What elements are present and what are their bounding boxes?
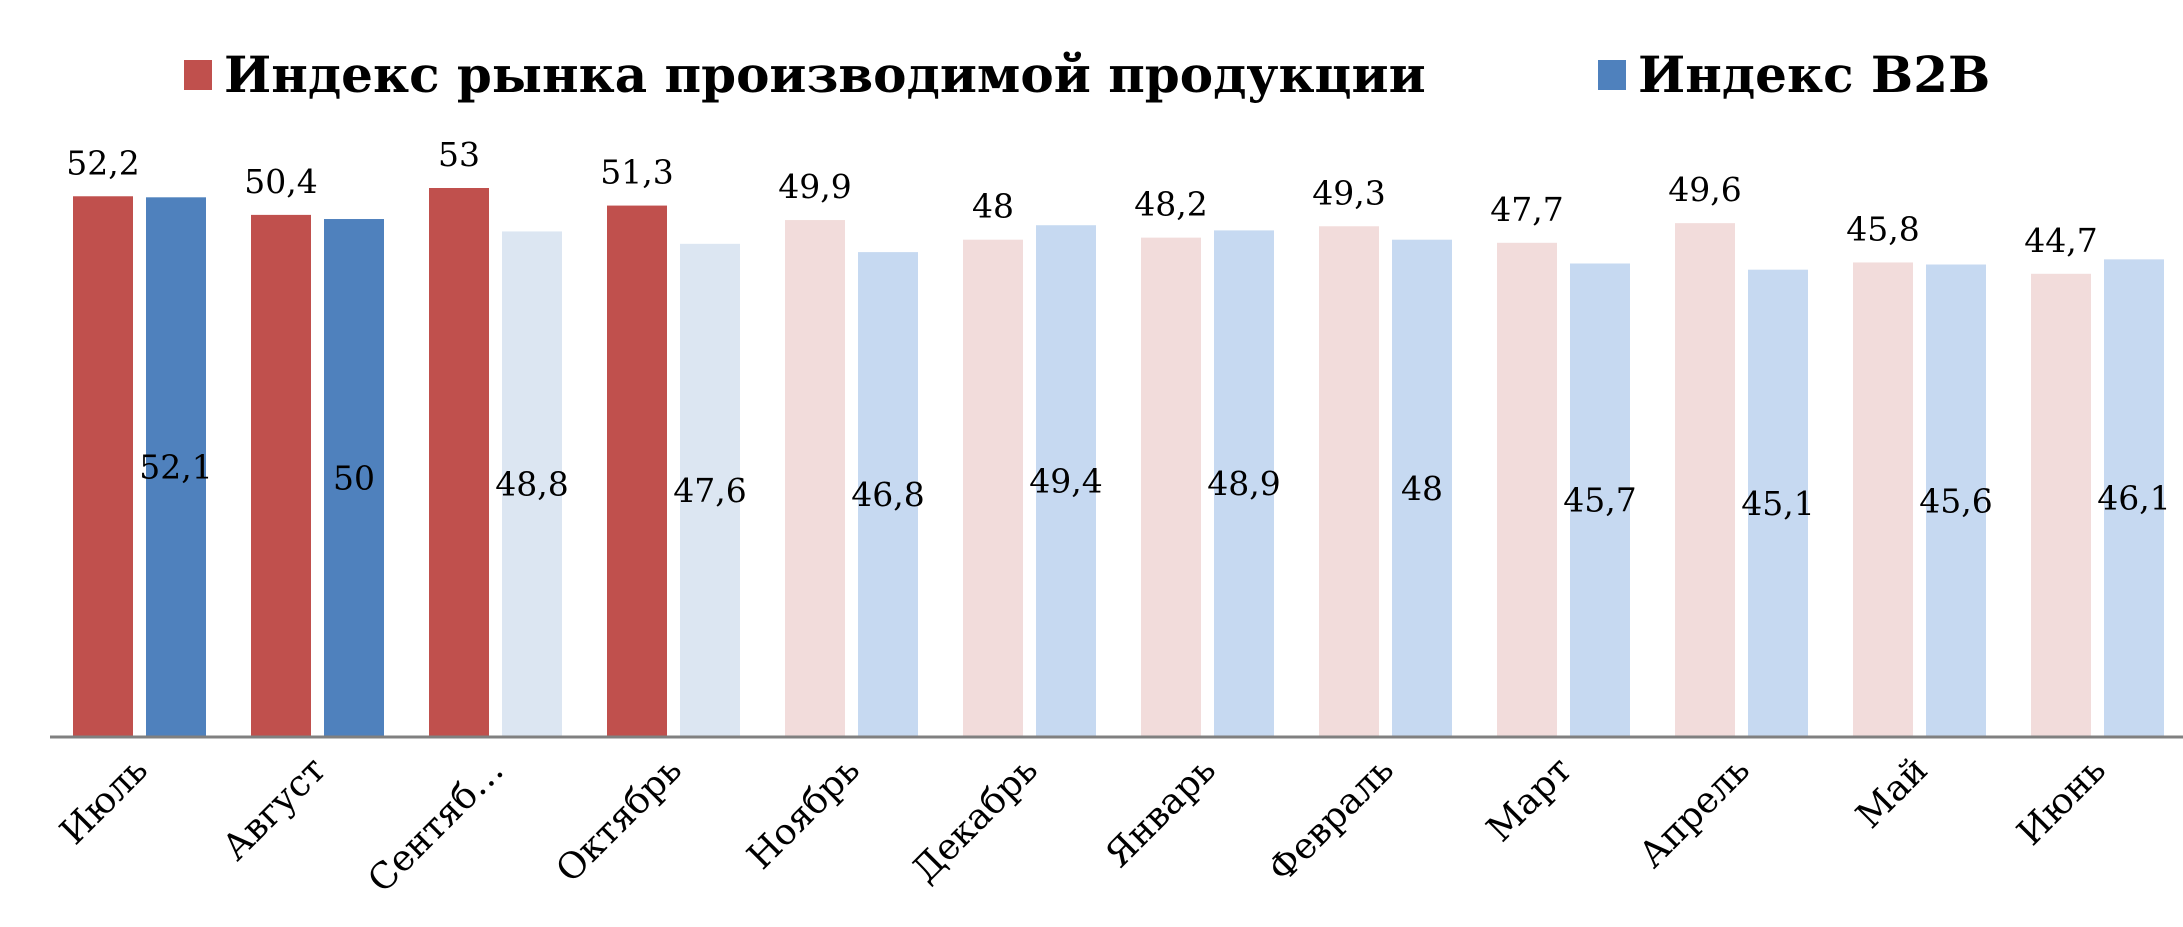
bar-series-2-2 xyxy=(324,219,384,737)
bar-series-1-1 xyxy=(73,196,133,736)
x-tick-label-2: Август xyxy=(215,749,334,868)
x-tick-label-4: Октябрь xyxy=(548,749,689,890)
bar-series-2-11 xyxy=(1926,264,1986,736)
legend: Индекс рынка производимой продукции Инде… xyxy=(184,45,1990,104)
bar-series-2-8 xyxy=(1392,239,1452,736)
bar-series-2-9 xyxy=(1570,263,1630,736)
data-label-series-1-6: 48 xyxy=(972,187,1014,226)
bar-series-1-8 xyxy=(1319,226,1379,737)
data-label-series-1-4: 51,3 xyxy=(600,153,673,192)
x-tick-label-11: Май xyxy=(1849,749,1936,836)
data-label-series-2-5: 46,8 xyxy=(851,475,924,514)
x-tick-label-5: Ноябрь xyxy=(740,749,868,877)
data-label-series-2-3: 48,8 xyxy=(495,465,568,504)
data-label-series-1-5: 49,9 xyxy=(778,167,851,206)
data-label-series-2-1: 52,1 xyxy=(139,448,212,487)
bar-series-1-9 xyxy=(1497,242,1557,737)
bar-series-1-7 xyxy=(1141,237,1201,736)
bar-series-2-3 xyxy=(502,231,562,736)
legend-label-series-2: Индекс B2B xyxy=(1638,45,1990,104)
data-label-series-2-12: 46,1 xyxy=(2097,479,2170,518)
x-tick-label-10: Апрель xyxy=(1631,749,1758,876)
bar-series-1-4 xyxy=(607,205,667,736)
bar-series-1-5 xyxy=(785,220,845,736)
bars-layer xyxy=(73,188,2164,737)
data-label-series-2-4: 47,6 xyxy=(673,471,746,510)
bar-series-2-6 xyxy=(1036,225,1096,736)
bar-series-2-12 xyxy=(2104,259,2164,736)
x-tick-label-3: Сентяб… xyxy=(360,749,511,900)
bar-series-2-10 xyxy=(1748,269,1808,736)
data-label-series-2-6: 49,4 xyxy=(1029,462,1102,501)
data-label-series-1-7: 48,2 xyxy=(1134,185,1207,224)
bar-series-1-12 xyxy=(2031,273,2091,736)
x-tick-label-8: Февраль xyxy=(1261,749,1402,890)
legend-label-series-1: Индекс рынка производимой продукции xyxy=(224,45,1426,104)
x-tick-label-9: Март xyxy=(1479,749,1580,850)
data-label-series-1-3: 53 xyxy=(438,135,480,174)
bar-series-1-10 xyxy=(1675,223,1735,736)
data-label-series-1-11: 45,8 xyxy=(1846,209,1919,248)
data-label-series-2-8: 48 xyxy=(1401,469,1443,508)
bar-series-1-6 xyxy=(963,239,1023,736)
legend-swatch-series-2 xyxy=(1598,60,1626,90)
bar-series-2-5 xyxy=(858,252,918,737)
x-tick-label-1: Июль xyxy=(52,749,155,852)
bar-series-2-1 xyxy=(146,197,206,736)
data-label-series-1-8: 49,3 xyxy=(1312,173,1385,212)
data-label-series-1-2: 50,4 xyxy=(244,162,317,201)
bar-series-2-4 xyxy=(680,243,740,736)
data-label-series-2-2: 50 xyxy=(333,459,375,498)
data-label-series-2-10: 45,1 xyxy=(1741,484,1814,523)
category-labels-layer: Июль Август Сентяб… Октябрь Ноябрь Декабрь Янв… xyxy=(52,749,2113,900)
data-label-series-1-1: 52,2 xyxy=(66,143,139,182)
legend-swatch-series-1 xyxy=(184,60,212,90)
bar-series-1-3 xyxy=(429,188,489,736)
bar-series-2-7 xyxy=(1214,230,1274,736)
data-label-series-1-9: 47,7 xyxy=(1490,190,1563,229)
x-tick-label-6: Декабрь xyxy=(905,749,1046,890)
data-label-series-2-7: 48,9 xyxy=(1207,464,1280,503)
data-label-series-2-11: 45,6 xyxy=(1919,481,1992,520)
data-label-series-2-9: 45,7 xyxy=(1563,481,1636,520)
x-tick-label-12: Июнь xyxy=(2010,749,2114,853)
bar-series-1-2 xyxy=(251,214,311,736)
data-label-series-1-12: 44,7 xyxy=(2024,221,2097,260)
data-label-series-1-10: 49,6 xyxy=(1668,170,1741,209)
x-tick-label-7: Январь xyxy=(1098,749,1224,875)
bar-series-1-11 xyxy=(1853,262,1913,736)
data-labels-layer: 52,2 52,1 50,4 50 53 48,8 51,3 47,6 49,9 46,8 48 49… xyxy=(66,135,2170,523)
